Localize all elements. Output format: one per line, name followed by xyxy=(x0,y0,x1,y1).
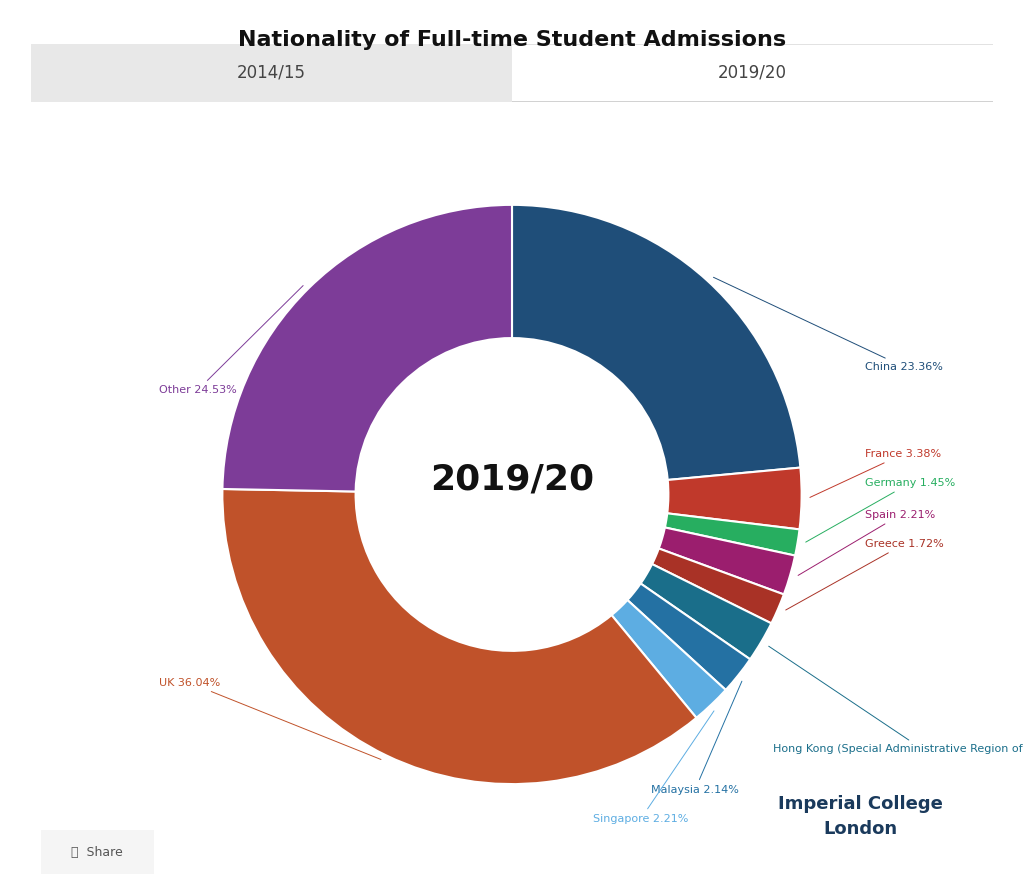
Text: Spain 2.21%: Spain 2.21% xyxy=(798,509,936,576)
Text: Singapore 2.21%: Singapore 2.21% xyxy=(593,711,714,824)
Text: Greece 1.72%: Greece 1.72% xyxy=(785,539,944,610)
Text: Imperial College
London: Imperial College London xyxy=(777,796,943,838)
Wedge shape xyxy=(652,548,783,623)
Bar xyxy=(31,44,512,102)
Text: Other 24.53%: Other 24.53% xyxy=(159,285,303,396)
Wedge shape xyxy=(222,489,696,784)
Wedge shape xyxy=(668,468,802,530)
Text: 2019/20: 2019/20 xyxy=(430,463,594,497)
Text: 2019/20: 2019/20 xyxy=(718,64,787,82)
Text: ⎋  Share: ⎋ Share xyxy=(72,846,123,858)
Text: Germany 1.45%: Germany 1.45% xyxy=(806,478,955,542)
Text: Hong Kong (Special Administrative Region of China) 2: Hong Kong (Special Administrative Region… xyxy=(769,646,1024,754)
Wedge shape xyxy=(611,600,726,718)
Wedge shape xyxy=(658,527,795,594)
Text: 2014/15: 2014/15 xyxy=(237,64,306,82)
Wedge shape xyxy=(641,564,771,660)
Wedge shape xyxy=(665,513,800,555)
Wedge shape xyxy=(628,584,751,690)
Text: Malaysia 2.14%: Malaysia 2.14% xyxy=(651,681,741,795)
FancyBboxPatch shape xyxy=(26,44,998,102)
Wedge shape xyxy=(222,205,512,492)
Wedge shape xyxy=(512,205,801,480)
Text: Nationality of Full-time Student Admissions: Nationality of Full-time Student Admissi… xyxy=(238,30,786,49)
FancyBboxPatch shape xyxy=(32,826,163,878)
Text: China 23.36%: China 23.36% xyxy=(714,277,943,372)
Text: France 3.38%: France 3.38% xyxy=(810,449,941,497)
Text: UK 36.04%: UK 36.04% xyxy=(159,678,381,759)
